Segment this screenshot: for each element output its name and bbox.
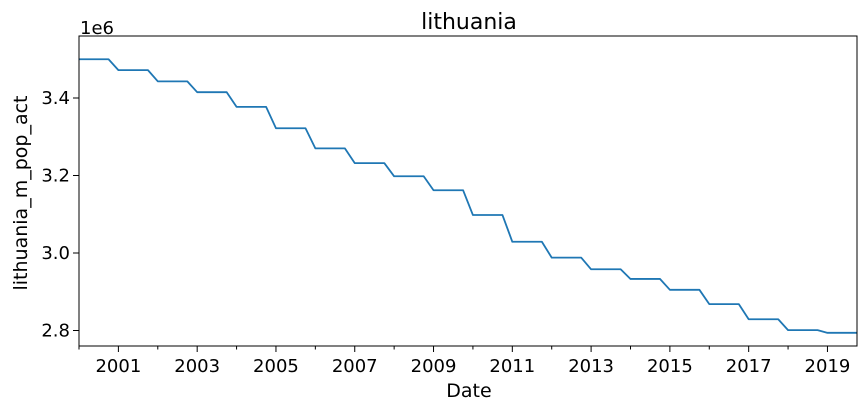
series-line [79,58,857,334]
y-axis-label: lithuania_m_pop_act [10,96,32,291]
y-ticks: 2.8 3.0 3.2 3.4 [41,88,79,342]
series-layer [79,58,857,334]
x-tick-label: 2019 [805,356,851,377]
plot-frame [78,35,858,347]
x-axis-label: Date [446,380,491,402]
x-minor-ticks [78,346,789,350]
y-tick-label: 2.8 [41,321,70,342]
x-tick-label: 2013 [568,356,614,377]
x-tick-label: 2003 [174,356,220,377]
y-tick-label: 3.2 [41,166,70,187]
x-tick-label: 2001 [95,356,141,377]
x-tick-label: 2015 [647,356,693,377]
y-tick-label: 3.4 [41,88,70,109]
chart-title: lithuania [421,10,517,35]
x-tick-label: 2007 [332,356,378,377]
x-tick-label: 2017 [726,356,772,377]
y-tick-label: 3.0 [41,243,70,264]
x-tick-label: 2005 [253,356,299,377]
x-tick-label: 2009 [411,356,457,377]
x-tick-label: 2011 [489,356,535,377]
y-offset-label: 1e6 [80,18,114,39]
x-ticks: 2001 2003 2005 2007 2009 2011 2013 2015 2017 2019 [95,346,850,377]
